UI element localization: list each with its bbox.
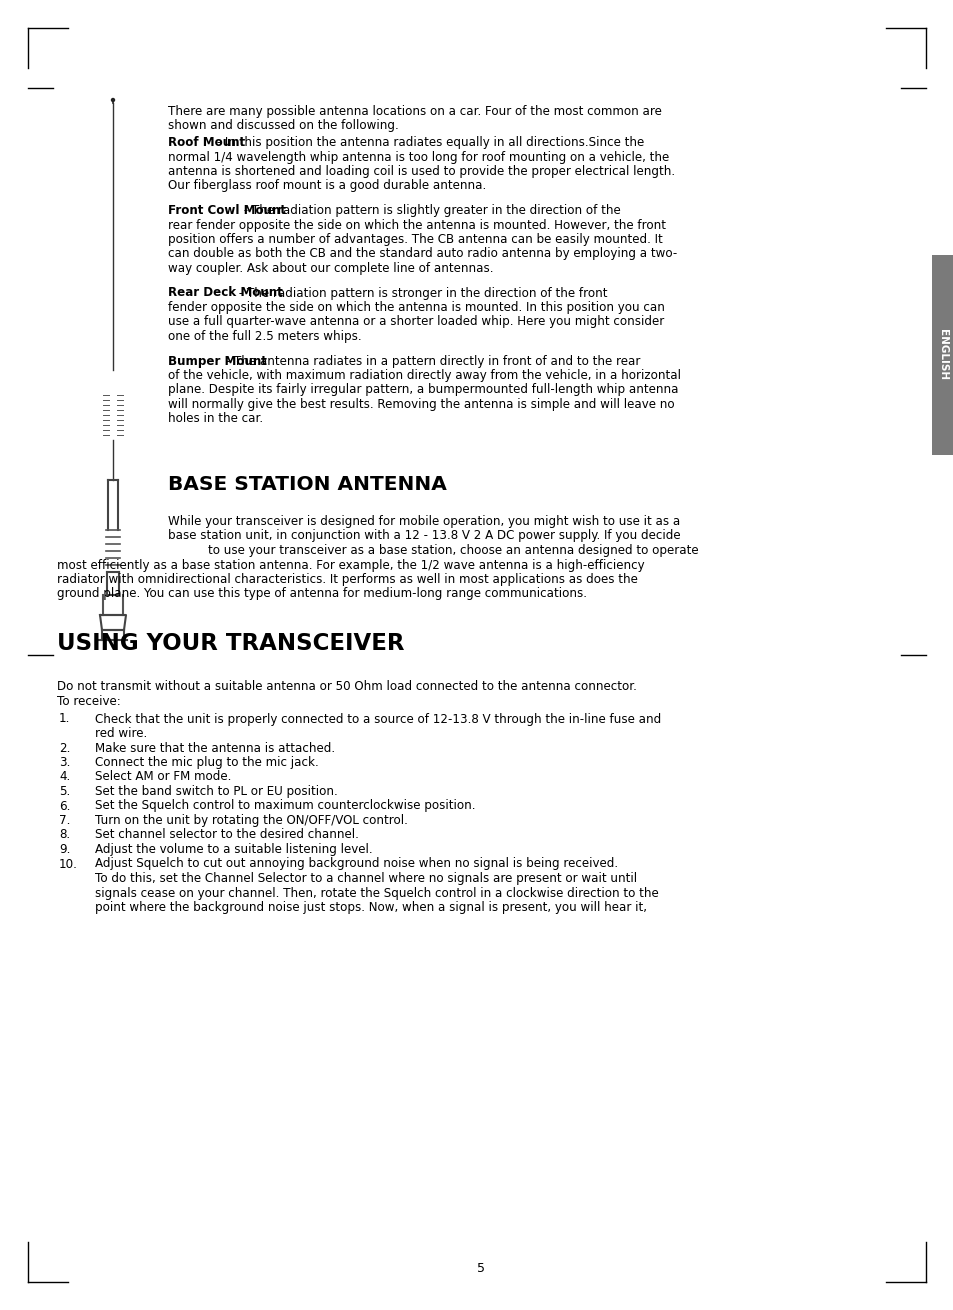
Circle shape — [112, 98, 114, 101]
Text: 5.: 5. — [59, 785, 71, 798]
Text: Our fiberglass roof mount is a good durable antenna.: Our fiberglass roof mount is a good dura… — [168, 179, 486, 193]
Text: 10.: 10. — [59, 858, 78, 871]
Text: most efficiently as a base station antenna. For example, the 1/2 wave antenna is: most efficiently as a base station anten… — [57, 558, 644, 571]
Text: shown and discussed on the following.: shown and discussed on the following. — [168, 119, 398, 132]
Text: To do this, set the Channel Selector to a channel where no signals are present o: To do this, set the Channel Selector to … — [95, 872, 637, 886]
Text: Connect the mic plug to the mic jack.: Connect the mic plug to the mic jack. — [95, 756, 318, 769]
Text: antenna is shortened and loading coil is used to provide the proper electrical l: antenna is shortened and loading coil is… — [168, 165, 675, 178]
Text: Make sure that the antenna is attached.: Make sure that the antenna is attached. — [95, 741, 335, 755]
Text: 6.: 6. — [59, 799, 71, 812]
Text: way coupler. Ask about our complete line of antennas.: way coupler. Ask about our complete line… — [168, 262, 493, 275]
Text: one of the full 2.5 meters whips.: one of the full 2.5 meters whips. — [168, 330, 361, 343]
Text: To receive:: To receive: — [57, 696, 121, 707]
Text: will normally give the best results. Removing the antenna is simple and will lea: will normally give the best results. Rem… — [168, 398, 674, 411]
Text: rear fender opposite the side on which the antenna is mounted. However, the fron: rear fender opposite the side on which t… — [168, 219, 665, 232]
Text: - The radiation pattern is stronger in the direction of the front: - The radiation pattern is stronger in t… — [234, 287, 607, 300]
Text: 4.: 4. — [59, 770, 71, 783]
Text: 8.: 8. — [59, 828, 71, 841]
Text: Set channel selector to the desired channel.: Set channel selector to the desired chan… — [95, 828, 358, 841]
Text: Bumper Mount: Bumper Mount — [168, 355, 267, 368]
Text: 3.: 3. — [59, 756, 71, 769]
Text: can double as both the CB and the standard auto radio antenna by employing a two: can double as both the CB and the standa… — [168, 248, 677, 261]
Text: plane. Despite its fairly irregular pattern, a bumpermounted full-length whip an: plane. Despite its fairly irregular patt… — [168, 384, 678, 397]
Bar — [931, 255, 953, 455]
Text: Set the band switch to PL or EU position.: Set the band switch to PL or EU position… — [95, 785, 337, 798]
Text: radiator with omnidirectional characteristics. It performs as well in most appli: radiator with omnidirectional characteri… — [57, 572, 638, 586]
Text: 2.: 2. — [59, 741, 71, 755]
Text: Set the Squelch control to maximum counterclockwise position.: Set the Squelch control to maximum count… — [95, 799, 475, 812]
Text: point where the background noise just stops. Now, when a signal is present, you : point where the background noise just st… — [95, 901, 646, 914]
Text: Front Cowl Mount: Front Cowl Mount — [168, 204, 286, 217]
Text: ENGLISH: ENGLISH — [937, 329, 947, 381]
Text: While your transceiver is designed for mobile operation, you might wish to use i: While your transceiver is designed for m… — [168, 515, 679, 528]
Text: base station unit, in conjunction with a 12 - 13.8 V 2 A DC power supply. If you: base station unit, in conjunction with a… — [168, 529, 679, 542]
Text: normal 1/4 wavelength whip antenna is too long for roof mounting on a vehicle, t: normal 1/4 wavelength whip antenna is to… — [168, 151, 669, 164]
Text: 9.: 9. — [59, 844, 71, 855]
Text: signals cease on your channel. Then, rotate the Squelch control in a clockwise d: signals cease on your channel. Then, rot… — [95, 887, 659, 900]
Text: position offers a number of advantages. The CB antenna can be easily mounted. It: position offers a number of advantages. … — [168, 233, 662, 246]
Text: Adjust the volume to a suitable listening level.: Adjust the volume to a suitable listenin… — [95, 844, 373, 855]
Text: - The antenna radiates in a pattern directly in front of and to the rear: - The antenna radiates in a pattern dire… — [221, 355, 639, 368]
Text: ground plane. You can use this type of antenna for medium-long range communicati: ground plane. You can use this type of a… — [57, 587, 586, 600]
Text: Roof Mount: Roof Mount — [168, 136, 245, 149]
Text: red wire.: red wire. — [95, 727, 147, 740]
Text: Select AM or FM mode.: Select AM or FM mode. — [95, 770, 232, 783]
Text: fender opposite the side on which the antenna is mounted. In this position you c: fender opposite the side on which the an… — [168, 301, 664, 314]
Text: Turn on the unit by rotating the ON/OFF/VOL control.: Turn on the unit by rotating the ON/OFF/… — [95, 814, 408, 827]
Text: - In this position the antenna radiates equally in all directions.Since the: - In this position the antenna radiates … — [213, 136, 643, 149]
Text: Check that the unit is properly connected to a source of 12-13.8 V through the i: Check that the unit is properly connecte… — [95, 713, 660, 726]
Text: to use your transceiver as a base station, choose an antenna designed to operate: to use your transceiver as a base statio… — [208, 544, 698, 557]
Text: 1.: 1. — [59, 713, 71, 726]
Text: 7.: 7. — [59, 814, 71, 827]
Text: holes in the car.: holes in the car. — [168, 413, 263, 426]
Text: Rear Deck Mount: Rear Deck Mount — [168, 287, 282, 300]
Text: - The radiation pattern is slightly greater in the direction of the: - The radiation pattern is slightly grea… — [239, 204, 619, 217]
Text: USING YOUR TRANSCEIVER: USING YOUR TRANSCEIVER — [57, 633, 404, 655]
Text: Adjust Squelch to cut out annoying background noise when no signal is being rece: Adjust Squelch to cut out annoying backg… — [95, 858, 618, 871]
Text: Do not transmit without a suitable antenna or 50 Ohm load connected to the anten: Do not transmit without a suitable anten… — [57, 680, 637, 693]
Text: BASE STATION ANTENNA: BASE STATION ANTENNA — [168, 476, 446, 494]
Text: of the vehicle, with maximum radiation directly away from the vehicle, in a hori: of the vehicle, with maximum radiation d… — [168, 369, 680, 383]
Text: 5: 5 — [476, 1262, 484, 1275]
Text: There are many possible antenna locations on a car. Four of the most common are: There are many possible antenna location… — [168, 105, 661, 118]
Text: use a full quarter-wave antenna or a shorter loaded whip. Here you might conside: use a full quarter-wave antenna or a sho… — [168, 316, 663, 329]
